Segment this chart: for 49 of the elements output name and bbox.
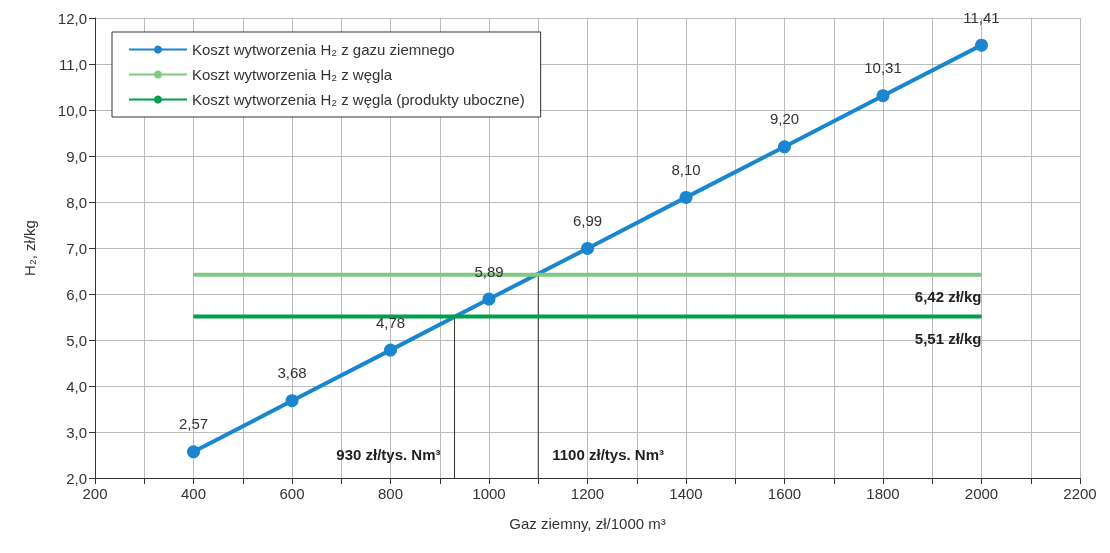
- x-tick-label: 2000: [964, 485, 999, 502]
- y-tick-label: 4,0: [66, 377, 87, 395]
- y-tick-label: 9,0: [66, 147, 87, 165]
- data-label: 10,31: [864, 59, 902, 77]
- point: [876, 89, 890, 103]
- y-tick-label: 3,0: [66, 423, 87, 441]
- y-tick-label: 6,0: [66, 285, 87, 303]
- y-tick-label: 5,0: [66, 331, 87, 349]
- y-tick-label: 2,0: [66, 469, 87, 487]
- data-label: 5,89: [474, 262, 504, 280]
- data-label: 2,57: [178, 415, 209, 433]
- point: [975, 38, 988, 52]
- data-label: 9,20: [769, 110, 800, 128]
- x-tick-label: 200: [82, 485, 108, 502]
- x-tick-label: 1400: [669, 485, 703, 502]
- y-tick-label: 7,0: [66, 239, 87, 257]
- data-label: 8,10: [671, 160, 701, 178]
- x-tick-label: 1600: [767, 485, 802, 502]
- x-axis-title: Gaz ziemny, zł/1000 m³: [509, 515, 666, 532]
- y-tick-label: 11,0: [58, 55, 87, 73]
- x-tick-label: 800: [377, 485, 404, 502]
- y-tick-label: 10,0: [57, 101, 87, 119]
- x-tick-label: 400: [180, 485, 207, 502]
- point: [581, 241, 594, 255]
- point: [285, 394, 299, 408]
- point: [187, 445, 200, 459]
- annotation: 5,51 zł/kg: [914, 330, 982, 348]
- annotation: 6,42 zł/kg: [914, 288, 982, 306]
- data-label: 4,78: [375, 313, 406, 331]
- point: [778, 140, 791, 154]
- x-tick-label: 2200: [1063, 485, 1097, 502]
- point: [482, 292, 496, 306]
- annotation: 1100 zł/tys. Nm³: [552, 445, 664, 463]
- legend-label: Koszt wytworzenia H₂ z węgla: [192, 66, 393, 83]
- data-label: 6,99: [572, 211, 603, 229]
- y-tick-label: 12,0: [57, 9, 87, 27]
- legend-label: Koszt wytworzenia H₂ z gazu ziemnego: [192, 41, 455, 58]
- data-label: 3,68: [277, 364, 307, 382]
- x-tick-label: 1000: [472, 485, 506, 502]
- x-tick-label: 1200: [570, 485, 605, 502]
- point: [679, 190, 693, 204]
- data-label: 11,41: [963, 8, 1000, 26]
- x-tick-label: 1800: [866, 485, 900, 502]
- y-tick-label: 8,0: [66, 193, 87, 211]
- legend-label: Koszt wytworzenia H₂ z węgla (produkty uboczne): [192, 91, 525, 108]
- annotation: 930 zł/tys. Nm³: [336, 445, 441, 463]
- y-axis-title: H₂, zł/kg: [21, 220, 38, 276]
- x-tick-label: 600: [279, 485, 305, 502]
- point: [384, 343, 397, 357]
